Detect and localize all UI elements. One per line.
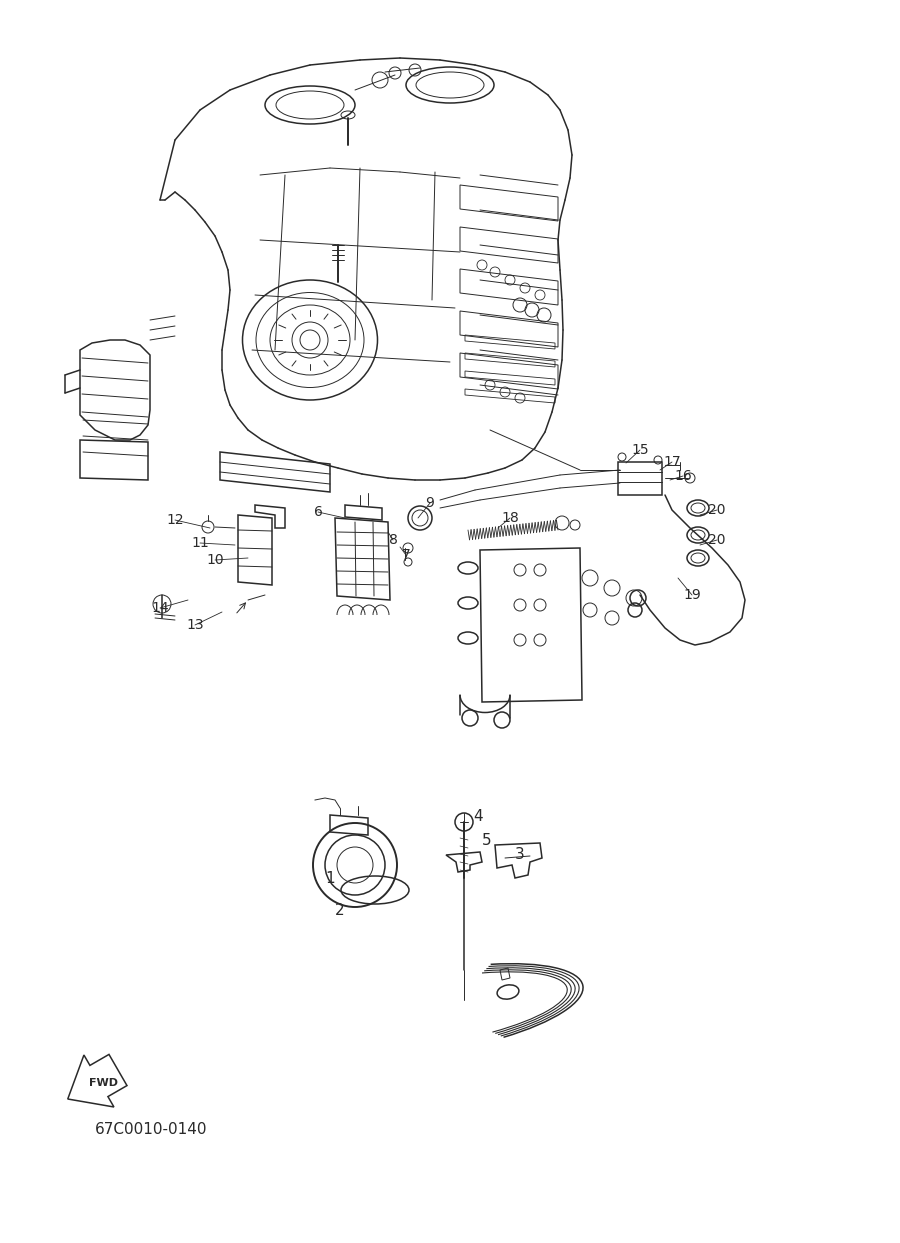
Text: FWD: FWD [89, 1078, 119, 1088]
Text: 1: 1 [325, 870, 335, 885]
Text: 5: 5 [482, 833, 491, 848]
Text: 4: 4 [473, 808, 482, 824]
Text: 7: 7 [401, 548, 410, 562]
Text: 11: 11 [191, 536, 209, 549]
Text: 17: 17 [663, 455, 680, 469]
Text: 2: 2 [335, 902, 345, 917]
Text: 20: 20 [708, 533, 725, 547]
Text: 10: 10 [206, 553, 224, 567]
Text: 8: 8 [389, 533, 398, 547]
Text: 18: 18 [501, 511, 519, 525]
Text: 16: 16 [674, 469, 692, 484]
Text: 15: 15 [631, 443, 649, 457]
Text: 3: 3 [515, 846, 525, 861]
Text: 67C0010-0140: 67C0010-0140 [95, 1122, 208, 1137]
Text: 14: 14 [151, 602, 169, 615]
Text: 9: 9 [426, 496, 435, 510]
Text: 13: 13 [186, 618, 203, 631]
Text: 19: 19 [683, 588, 701, 602]
Text: 12: 12 [166, 513, 184, 527]
Text: 6: 6 [313, 505, 322, 520]
Text: 20: 20 [708, 503, 725, 517]
